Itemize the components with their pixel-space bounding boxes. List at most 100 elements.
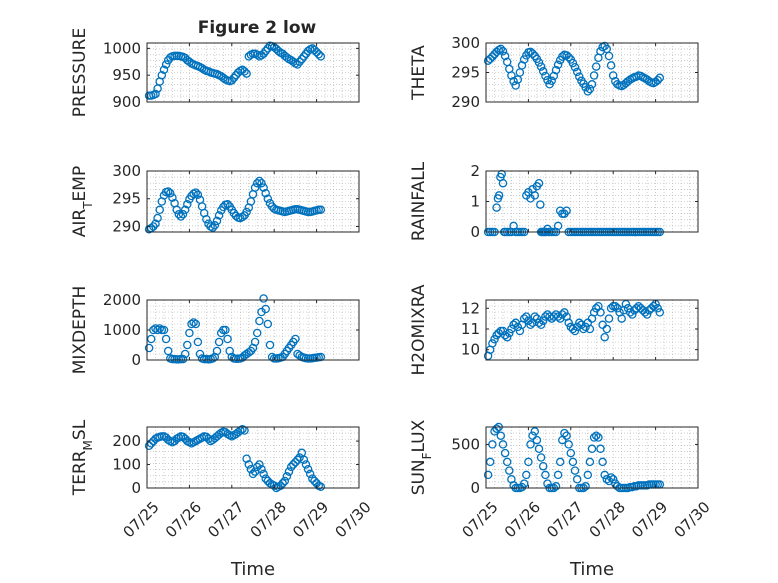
y-tick-label: 1000 [103, 39, 141, 57]
y-tick-label: 12 [461, 299, 480, 317]
data-point [267, 352, 277, 362]
data-point [606, 304, 616, 313]
data-point [219, 202, 228, 212]
data-point [604, 314, 614, 323]
data-point [562, 431, 571, 440]
data-point [212, 216, 222, 226]
data-point [153, 213, 162, 223]
data-point [291, 457, 300, 467]
data-point [161, 60, 171, 69]
data-point [233, 68, 243, 77]
data-point [524, 316, 533, 325]
chart-title: Figure 2 low [198, 18, 317, 38]
data-point [492, 424, 501, 433]
data-point [498, 440, 508, 449]
data-point [617, 314, 626, 323]
data-point [564, 52, 573, 62]
data-point [178, 210, 188, 219]
data-point [214, 211, 224, 220]
data-point [585, 457, 595, 467]
data-point [265, 340, 275, 350]
data-point [259, 469, 268, 479]
data-point [185, 328, 194, 338]
data-point [308, 474, 317, 483]
axes-frame [146, 42, 360, 103]
data-point [255, 316, 264, 326]
data-point [591, 431, 601, 440]
data-point [163, 346, 173, 356]
x-tick-label: 07/26 [501, 498, 544, 541]
y-tick-label: 0 [131, 351, 141, 369]
data-point [602, 324, 612, 334]
y-tick-label: 500 [451, 435, 480, 453]
data-point [299, 455, 309, 465]
data-point [155, 205, 164, 215]
y-tick-label: 950 [112, 66, 141, 84]
data-point [572, 67, 582, 77]
data-point [274, 46, 283, 56]
x-axis-label: Time [230, 559, 275, 580]
x-tick-label: 07/29 [289, 498, 332, 541]
data-point [276, 481, 285, 490]
data-point [507, 71, 516, 80]
data-point [608, 475, 618, 484]
data-point [524, 457, 533, 467]
data-point [178, 354, 188, 364]
data-point [570, 326, 580, 336]
data-point [589, 71, 599, 80]
data-point [653, 75, 662, 85]
data-point [585, 84, 595, 94]
data-point [214, 337, 224, 347]
y-tick-label: 290 [451, 93, 480, 111]
data-point [509, 320, 518, 330]
axes-frame [146, 426, 360, 489]
data-point [587, 444, 597, 454]
data-point [589, 308, 599, 317]
data-point [208, 354, 217, 363]
data-point [310, 45, 319, 55]
data-point [623, 77, 633, 86]
data-point [312, 47, 321, 57]
data-point [488, 339, 497, 348]
panel-theta: 290 295 300 THETA [409, 34, 699, 111]
data-point [248, 469, 258, 479]
y-tick-label: 100 [112, 456, 141, 474]
data-point [606, 473, 616, 482]
data-point [534, 318, 544, 328]
panel-air_temp: 290 295 300 AIRTEMP [70, 162, 360, 237]
data-point [231, 211, 241, 221]
data-point [242, 207, 251, 217]
data-point [568, 58, 578, 68]
panel-rainfall: 0 1 2 RAINFALL [409, 161, 699, 241]
data-point [295, 453, 304, 462]
data-point [180, 349, 190, 359]
data-point [303, 46, 313, 56]
data-point [485, 54, 495, 64]
data-point [238, 212, 247, 222]
data-point [310, 476, 319, 486]
data-point [560, 308, 569, 317]
data-point [151, 219, 160, 228]
y-tick-label: 0 [131, 479, 141, 497]
data-point [528, 49, 537, 58]
data-point [583, 87, 593, 96]
data-point [197, 63, 207, 73]
data-point [519, 314, 529, 323]
y-tick-label: 200 [112, 432, 141, 450]
y-axis-label: AIRTEMP [70, 166, 95, 237]
data-point [642, 75, 652, 84]
data-point [589, 433, 599, 442]
data-point [522, 312, 531, 321]
data-point [282, 472, 292, 481]
data-point [223, 200, 232, 209]
y-tick-label: 900 [112, 93, 141, 111]
data-point [564, 440, 573, 449]
data-point [547, 76, 556, 86]
data-point [606, 61, 616, 70]
data-point [301, 460, 311, 469]
data-point [553, 470, 563, 480]
data-point [316, 352, 326, 362]
data-point [157, 70, 167, 80]
data-point [649, 301, 658, 311]
